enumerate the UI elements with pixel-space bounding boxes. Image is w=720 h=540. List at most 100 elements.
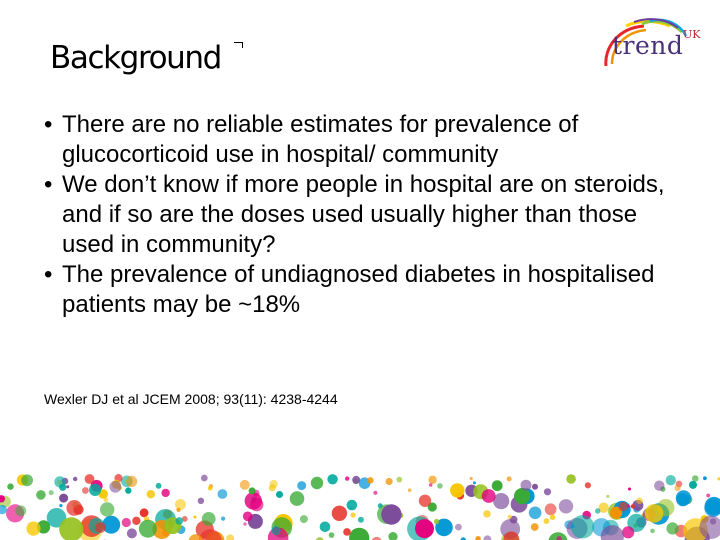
decorative-dot <box>310 476 324 490</box>
decorative-dot <box>138 519 157 538</box>
decorative-dot <box>352 475 361 484</box>
decorative-dot <box>66 500 83 516</box>
decorative-dot <box>59 517 84 540</box>
decorative-dot <box>644 504 664 523</box>
bullet-text: There are no reliable estimates for prev… <box>62 111 579 168</box>
decorative-dot <box>197 497 205 504</box>
decorative-dot <box>556 536 562 540</box>
decorative-dot <box>433 518 440 525</box>
decorative-dot <box>630 504 635 509</box>
decorative-dot <box>126 528 137 539</box>
decorative-dot <box>54 476 66 488</box>
decorative-dot <box>676 493 690 507</box>
bullet-list: • There are no reliable estimates for pre… <box>44 110 684 320</box>
decorative-dot <box>549 514 556 520</box>
decorative-dot <box>530 523 539 531</box>
decorative-dot <box>609 506 623 519</box>
decorative-dot <box>346 499 358 511</box>
logo-arc-green <box>641 19 684 34</box>
decorative-dot <box>188 534 203 540</box>
decorative-dot <box>250 497 264 512</box>
decorative-dot <box>181 516 188 522</box>
decorative-dot <box>654 480 665 491</box>
decorative-dot <box>59 504 63 508</box>
bullet-symbol: • <box>44 111 53 138</box>
decorative-dot <box>595 508 601 514</box>
decorative-dot <box>407 488 412 492</box>
decorative-dot <box>319 521 331 533</box>
decorative-dot <box>248 487 256 495</box>
decorative-dot <box>415 519 434 539</box>
decorative-dot <box>455 523 462 531</box>
decorative-dot <box>82 487 89 494</box>
decorative-dot <box>200 474 208 482</box>
bullet-item: • There are no reliable estimates for pre… <box>44 110 684 170</box>
decorative-dot <box>598 502 609 513</box>
decorative-dot <box>491 480 503 492</box>
decorative-dot <box>242 511 253 522</box>
decorative-dot <box>103 497 109 502</box>
decorative-dot <box>543 488 552 496</box>
decorative-dot <box>155 482 162 489</box>
decorative-dot <box>475 536 481 540</box>
slide-title: Background <box>50 40 222 76</box>
decorative-dot <box>175 499 186 510</box>
decorative-dot <box>428 475 437 484</box>
decorative-dot <box>472 481 476 485</box>
decorative-dot <box>226 534 235 540</box>
decorative-dot <box>717 477 720 481</box>
decorative-dot <box>706 493 711 498</box>
decorative-dot <box>666 522 679 535</box>
decorative-dot <box>239 479 250 490</box>
decorative-dot <box>427 502 437 512</box>
decorative-dot <box>418 494 432 507</box>
decorative-dot <box>520 479 532 491</box>
decorative-dot <box>385 477 393 486</box>
decorative-dot <box>481 489 496 503</box>
decorative-dot <box>126 475 138 487</box>
decorative-dot <box>543 518 550 524</box>
decorative-dot <box>636 497 643 504</box>
decorative-dot-band <box>0 474 720 540</box>
decorative-dot <box>161 488 170 498</box>
decorative-dot <box>21 474 33 487</box>
decorative-dot <box>381 504 402 525</box>
decorative-dot <box>665 475 676 486</box>
decorative-dot <box>606 494 610 498</box>
decorative-dot <box>48 490 54 496</box>
decorative-dot <box>699 515 720 539</box>
decorative-dot <box>566 474 576 484</box>
decorative-dot <box>139 508 149 518</box>
decorative-dot <box>460 537 466 540</box>
decorative-dot <box>503 531 519 540</box>
decorative-dot <box>121 517 131 528</box>
decorative-dot <box>532 483 538 490</box>
decorative-dot <box>109 480 122 493</box>
decorative-dot <box>570 515 595 539</box>
decorative-dot <box>36 490 46 500</box>
decorative-dot <box>73 476 78 482</box>
title-decoration-mark <box>234 42 243 48</box>
decorative-dot <box>388 532 398 540</box>
decorative-dot <box>176 507 181 512</box>
bullet-item: • The prevalence of undiagnosed diabetes … <box>44 260 684 320</box>
logo-arc-blue <box>649 18 688 37</box>
decorative-dot <box>331 505 348 521</box>
logo-wordmark: trend <box>612 31 684 60</box>
decorative-dot <box>493 493 510 510</box>
decorative-dot <box>289 491 305 506</box>
decorative-dot <box>514 488 531 505</box>
decorative-dot <box>622 526 635 539</box>
decorative-dot <box>396 476 403 483</box>
decorative-dot <box>276 491 283 498</box>
bullet-item: • We don’t know if more people in hospita… <box>44 170 684 260</box>
logo-arc-purple <box>633 18 679 29</box>
decorative-dot <box>59 493 69 503</box>
decorative-dot <box>198 529 222 540</box>
bullet-symbol: • <box>44 261 53 288</box>
decorative-dot <box>66 485 70 489</box>
logo-superscript: UK <box>683 28 701 41</box>
decorative-dot <box>89 483 102 496</box>
decorative-dot <box>435 518 453 537</box>
